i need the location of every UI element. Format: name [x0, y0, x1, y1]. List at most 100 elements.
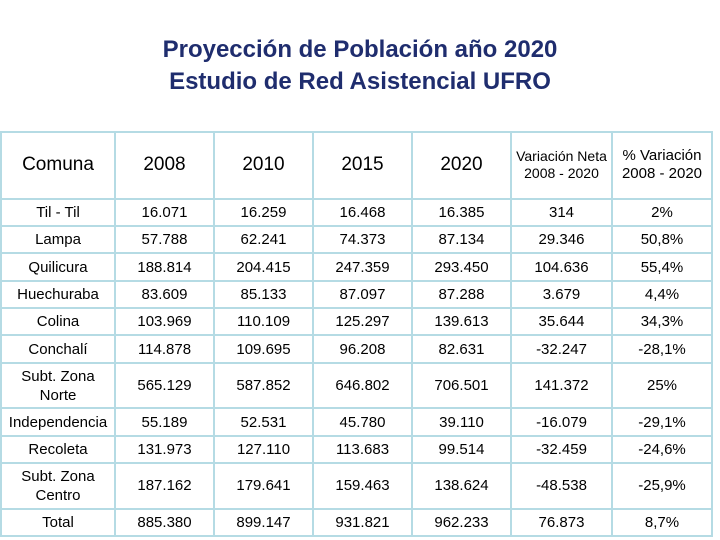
cell-2010: 52.531 — [213, 407, 314, 437]
cell-comuna: Conchalí — [0, 334, 116, 364]
cell-pct-variacion: 8,7% — [611, 507, 713, 538]
cell-variacion-neta: -16.079 — [510, 407, 613, 437]
cell-comuna: Independencia — [0, 407, 116, 437]
cell-pct-variacion: 50,8% — [611, 225, 713, 255]
cell-variacion-neta: 3.679 — [510, 279, 613, 310]
header-comuna: Comuna — [0, 131, 116, 200]
cell-2015: 113.683 — [312, 434, 413, 465]
cell-variacion-neta: 29.346 — [510, 225, 613, 255]
cell-variacion-neta: -48.538 — [510, 462, 613, 510]
cell-comuna: Recoleta — [0, 434, 116, 465]
cell-comuna: Til - Til — [0, 197, 116, 228]
cell-2020: 138.624 — [411, 462, 512, 510]
cell-2008: 114.878 — [114, 334, 215, 364]
table-row: Quilicura 188.814 204.415 247.359 293.45… — [0, 252, 713, 282]
cell-2008: 55.189 — [114, 407, 215, 437]
cell-2010: 110.109 — [213, 307, 314, 337]
cell-2010: 16.259 — [213, 197, 314, 228]
cell-2020: 39.110 — [411, 407, 512, 437]
cell-2020: 87.288 — [411, 279, 512, 310]
cell-2020: 82.631 — [411, 334, 512, 364]
cell-pct-variacion: 34,3% — [611, 307, 713, 337]
cell-comuna: Subt. Zona Centro — [0, 462, 116, 510]
cell-2015: 87.097 — [312, 279, 413, 310]
table-row-subtotal: Subt. Zona Norte 565.129 587.852 646.802… — [0, 361, 713, 410]
cell-2008: 885.380 — [114, 507, 215, 538]
cell-2008: 131.973 — [114, 434, 215, 465]
cell-pct-variacion: 25% — [611, 361, 713, 410]
cell-2015: 96.208 — [312, 334, 413, 364]
cell-variacion-neta: 104.636 — [510, 252, 613, 282]
cell-2010: 109.695 — [213, 334, 314, 364]
cell-comuna: Colina — [0, 307, 116, 337]
cell-2020: 87.134 — [411, 225, 512, 255]
cell-2010: 85.133 — [213, 279, 314, 310]
cell-variacion-neta: 141.372 — [510, 361, 613, 410]
population-table: Comuna 2008 2010 2015 2020 Variación Net… — [0, 131, 713, 538]
cell-2020: 139.613 — [411, 307, 512, 337]
cell-2020: 16.385 — [411, 197, 512, 228]
cell-2020: 706.501 — [411, 361, 512, 410]
cell-variacion-neta: 76.873 — [510, 507, 613, 538]
table-row: Independencia 55.189 52.531 45.780 39.11… — [0, 407, 713, 437]
cell-2008: 83.609 — [114, 279, 215, 310]
cell-2020: 293.450 — [411, 252, 512, 282]
table-row: Lampa 57.788 62.241 74.373 87.134 29.346… — [0, 225, 713, 255]
cell-comuna: Subt. Zona Norte — [0, 361, 116, 410]
cell-variacion-neta: 314 — [510, 197, 613, 228]
cell-pct-variacion: 4,4% — [611, 279, 713, 310]
cell-comuna: Huechuraba — [0, 279, 116, 310]
table-row-total: Total 885.380 899.147 931.821 962.233 76… — [0, 507, 713, 538]
table-row: Recoleta 131.973 127.110 113.683 99.514 … — [0, 434, 713, 465]
cell-2010: 62.241 — [213, 225, 314, 255]
cell-2020: 962.233 — [411, 507, 512, 538]
cell-2015: 931.821 — [312, 507, 413, 538]
cell-comuna: Lampa — [0, 225, 116, 255]
cell-2020: 99.514 — [411, 434, 512, 465]
cell-2010: 899.147 — [213, 507, 314, 538]
header-pct-variacion: % Variación 2008 - 2020 — [611, 131, 713, 200]
cell-2015: 16.468 — [312, 197, 413, 228]
cell-comuna: Total — [0, 507, 116, 538]
table-row: Colina 103.969 110.109 125.297 139.613 3… — [0, 307, 713, 337]
cell-2015: 45.780 — [312, 407, 413, 437]
cell-2015: 646.802 — [312, 361, 413, 410]
table-row: Til - Til 16.071 16.259 16.468 16.385 31… — [0, 197, 713, 228]
cell-variacion-neta: 35.644 — [510, 307, 613, 337]
cell-pct-variacion: 55,4% — [611, 252, 713, 282]
cell-variacion-neta: -32.247 — [510, 334, 613, 364]
header-2008: 2008 — [114, 131, 215, 200]
table-header-row: Comuna 2008 2010 2015 2020 Variación Net… — [0, 131, 713, 200]
header-2020: 2020 — [411, 131, 512, 200]
cell-2015: 247.359 — [312, 252, 413, 282]
cell-pct-variacion: -29,1% — [611, 407, 713, 437]
title-line-1: Proyección de Población año 2020 — [162, 36, 558, 63]
cell-2015: 159.463 — [312, 462, 413, 510]
cell-2008: 16.071 — [114, 197, 215, 228]
cell-pct-variacion: -24,6% — [611, 434, 713, 465]
cell-2015: 125.297 — [312, 307, 413, 337]
table-row: Conchalí 114.878 109.695 96.208 82.631 -… — [0, 334, 713, 364]
header-2015: 2015 — [312, 131, 413, 200]
page-title: Proyección de Población año 2020 Estudio… — [0, 34, 720, 98]
cell-2010: 204.415 — [213, 252, 314, 282]
cell-2010: 587.852 — [213, 361, 314, 410]
cell-2010: 179.641 — [213, 462, 314, 510]
cell-comuna: Quilicura — [0, 252, 116, 282]
cell-2015: 74.373 — [312, 225, 413, 255]
cell-2010: 127.110 — [213, 434, 314, 465]
table-row: Huechuraba 83.609 85.133 87.097 87.288 3… — [0, 279, 713, 310]
header-2010: 2010 — [213, 131, 314, 200]
table-row-subtotal: Subt. Zona Centro 187.162 179.641 159.46… — [0, 462, 713, 510]
cell-2008: 188.814 — [114, 252, 215, 282]
cell-variacion-neta: -32.459 — [510, 434, 613, 465]
cell-2008: 187.162 — [114, 462, 215, 510]
cell-pct-variacion: 2% — [611, 197, 713, 228]
cell-2008: 57.788 — [114, 225, 215, 255]
title-line-2: Estudio de Red Asistencial UFRO — [169, 68, 551, 95]
cell-pct-variacion: -28,1% — [611, 334, 713, 364]
header-variacion-neta: Variación Neta 2008 - 2020 — [510, 131, 613, 200]
cell-2008: 103.969 — [114, 307, 215, 337]
cell-2008: 565.129 — [114, 361, 215, 410]
cell-pct-variacion: -25,9% — [611, 462, 713, 510]
